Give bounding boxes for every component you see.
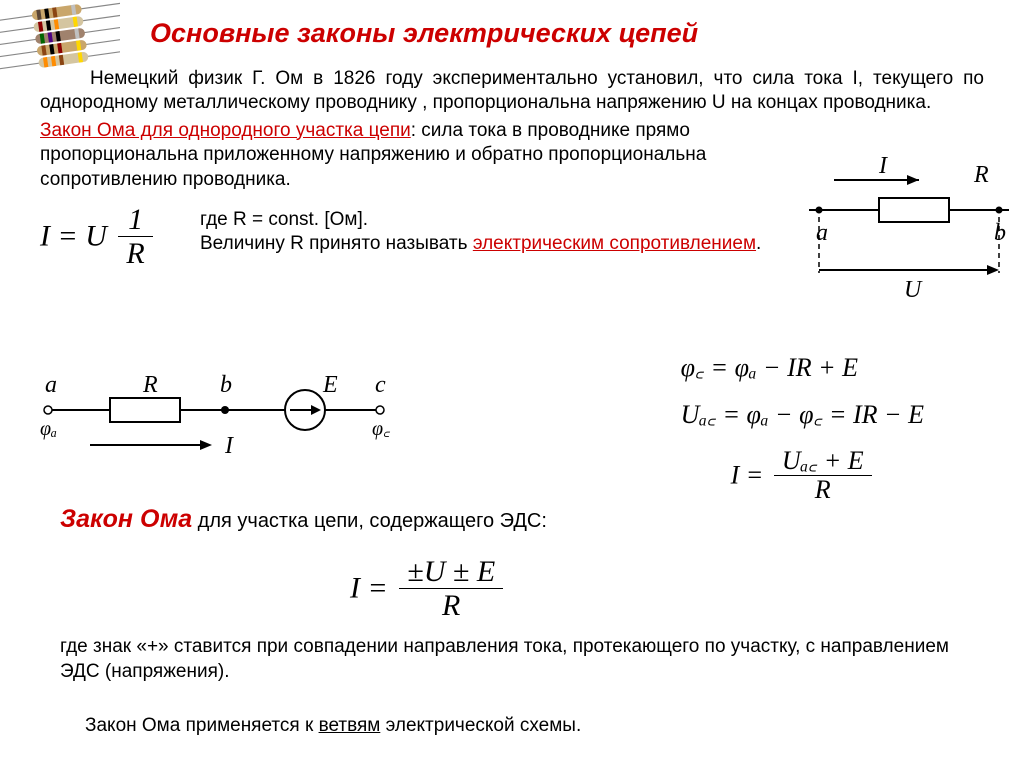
eq-phi-c: φ꜀ = φₐ − IR + E	[681, 345, 924, 392]
circuit-diagram-emf: a R b E c φₐ φ꜀ I	[30, 370, 410, 480]
formula-I-U-R: I = U 1 R	[40, 203, 153, 270]
label-I2: I	[224, 433, 234, 459]
formula1-num: 1	[118, 203, 152, 237]
label-phi-a: φₐ	[40, 418, 57, 440]
desc-line2c: .	[756, 233, 761, 254]
label-E: E	[322, 372, 338, 398]
main-formula: I = ±U ± E R	[350, 555, 503, 622]
desc-line2b: электрическим сопротивлением	[473, 233, 756, 254]
label-R2: R	[142, 372, 158, 398]
final-underline: ветвям	[319, 715, 381, 736]
formula1-left: I = U	[40, 219, 107, 252]
label-c: c	[375, 372, 386, 398]
label-R: R	[973, 162, 989, 188]
formula-description: где R = const. [Ом]. Величину R принято …	[200, 208, 761, 257]
final-note: Закон Ома применяется к ветвям электриче…	[85, 715, 581, 737]
resistor-photo	[0, 0, 120, 70]
eq-I: I = Uₐ꜀ + E R	[731, 447, 924, 505]
ohm-law-emf-statement: Закон Ома для участка цепи, содержащего …	[60, 505, 547, 534]
law-name: Закон Ома для однородного участка цепи	[40, 120, 411, 141]
equations-block: φ꜀ = φₐ − IR + E Uₐ꜀ = φₐ − φ꜀ = IR − E …	[681, 345, 924, 505]
label-phi-c: φ꜀	[372, 418, 390, 440]
intro-paragraph: Немецкий физик Г. Ом в 1826 году экспери…	[0, 49, 1024, 115]
desc-line1: где R = const. [Ом].	[200, 209, 368, 230]
ohm-law-title: Закон Ома	[60, 505, 192, 533]
formula1-den: R	[118, 237, 152, 270]
sign-note: где знак «+» ставится при совпадении нап…	[60, 635, 984, 684]
desc-line2a: Величину R принято называть	[200, 233, 473, 254]
ohm-law-text: для участка цепи, содержащего ЭДС:	[192, 510, 547, 532]
label-I: I	[878, 155, 888, 179]
label-a2: a	[45, 372, 57, 398]
label-U: U	[904, 277, 923, 303]
page-title: Основные законы электрических цепей	[0, 0, 1024, 49]
label-b2: b	[220, 372, 232, 398]
formula-row-1: I = U 1 R где R = const. [Ом]. Величину …	[0, 193, 1024, 273]
eq-Uac: Uₐ꜀ = φₐ − φ꜀ = IR − E	[681, 392, 924, 439]
intro-text: Немецкий физик Г. Ом в 1826 году экспери…	[40, 68, 984, 113]
